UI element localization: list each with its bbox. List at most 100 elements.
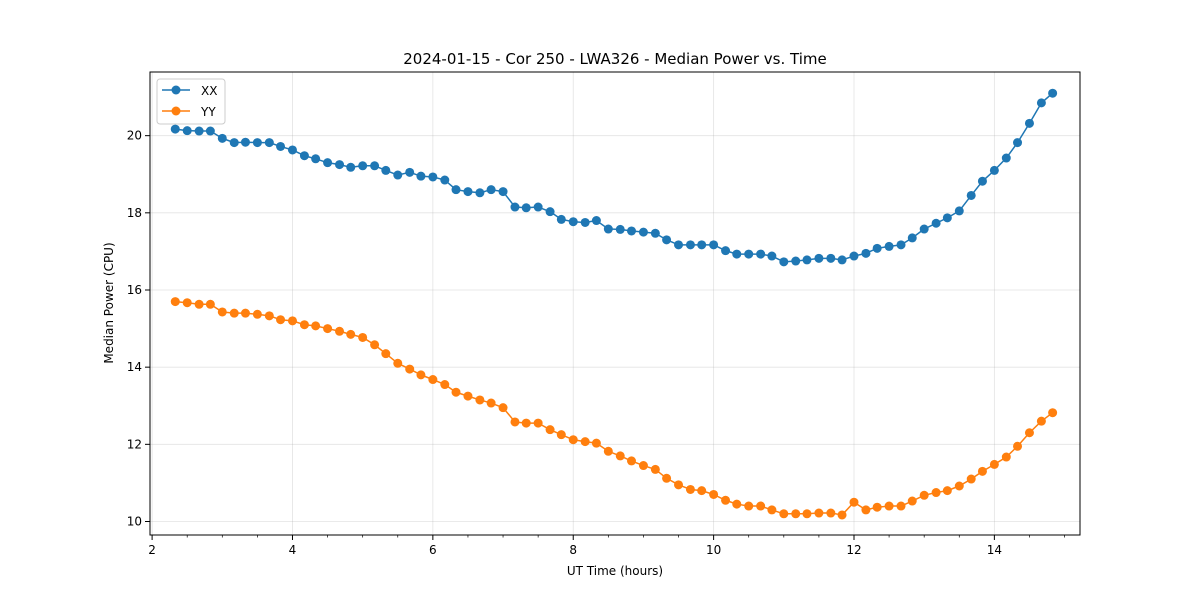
data-point-yy [626,456,636,466]
data-point-yy [814,508,824,518]
data-point-xx [217,133,227,143]
data-point-xx [229,138,239,148]
data-point-yy [170,297,180,307]
data-point-yy [709,489,719,499]
data-point-yy [1024,428,1034,438]
data-point-xx [896,240,906,250]
data-point-yy [966,474,976,484]
data-point-yy [615,451,625,461]
x-tick-label: 4 [289,543,297,557]
data-point-yy [568,435,578,445]
data-point-xx [405,167,415,177]
data-point-yy [837,510,847,520]
data-point-xx [556,214,566,224]
data-point-yy [475,395,485,405]
data-point-xx [451,185,461,195]
data-point-yy [381,349,391,359]
data-point-xx [966,190,976,200]
data-point-xx [603,224,613,234]
data-point-yy [744,501,754,511]
data-point-yy [849,497,859,507]
data-point-yy [463,391,473,401]
data-point-xx [545,207,555,217]
data-point-xx [732,249,742,259]
legend-label-yy: YY [200,105,216,119]
data-point-yy [954,481,964,491]
data-point-yy [498,403,508,413]
data-point-yy [638,461,648,471]
data-point-yy [826,508,836,518]
data-point-xx [662,235,672,245]
data-point-xx [170,124,180,134]
data-point-xx [1013,138,1023,148]
axis-ticks: 2 4 6 8 10 12 14 10 12 14 16 18 20 [127,129,1065,557]
data-point-xx [744,249,754,259]
series-line-yy [175,300,1054,516]
grid [150,72,1080,535]
data-point-yy [977,466,987,476]
data-point-xx [510,202,520,212]
data-point-yy [486,398,496,408]
data-point-xx [756,249,766,259]
x-tick-label: 12 [846,543,861,557]
data-point-xx [954,206,964,216]
data-point-yy [393,358,403,368]
data-point-xx [264,138,274,148]
data-point-yy [872,502,882,512]
data-point-yy [240,308,250,318]
data-point-yy [370,340,380,350]
data-point-yy [721,495,731,505]
y-tick-label: 16 [127,283,142,297]
x-tick-label: 8 [569,543,577,557]
data-point-xx [276,141,286,151]
chart-title: 2024-01-15 - Cor 250 - LWA326 - Median P… [403,50,827,68]
data-point-xx [1001,153,1011,163]
data-point-yy [779,509,789,519]
data-point-xx [791,256,801,266]
data-point-yy [650,464,660,474]
x-tick-label: 10 [706,543,721,557]
series-line-xx [175,92,1054,263]
data-point-yy [942,486,952,496]
data-point-xx [428,172,438,182]
series-layer [170,88,1058,520]
data-point-xx [498,187,508,197]
data-point-yy [440,380,450,390]
data-point-yy [907,496,917,506]
y-axis-label: Median Power (CPU) [102,242,116,363]
legend-marker-xx [171,85,181,95]
data-point-xx [463,187,473,197]
data-point-yy [276,315,286,325]
data-point-xx [826,253,836,263]
data-point-xx [416,171,426,181]
data-point-yy [756,501,766,511]
data-point-yy [416,370,426,380]
data-point-xx [814,253,824,263]
y-tick-label: 20 [127,129,142,143]
data-point-yy [287,316,297,326]
data-point-yy [802,509,812,519]
data-point-yy [591,438,601,448]
data-point-xx [907,233,917,243]
data-point-yy [697,486,707,496]
data-point-xx [638,227,648,237]
data-point-yy [791,509,801,519]
data-point-xx [615,224,625,234]
data-point-xx [861,248,871,258]
data-point-yy [919,490,929,500]
y-tick-label: 14 [127,360,142,374]
data-point-yy [685,484,695,494]
data-point-xx [977,176,987,186]
data-point-yy [510,417,520,427]
data-point-yy [194,299,204,309]
data-point-xx [370,161,380,171]
data-point-yy [884,501,894,511]
data-point-xx [533,202,543,212]
data-point-xx [697,240,707,250]
data-point-yy [358,332,368,342]
data-point-xx [486,185,496,195]
data-point-xx [931,218,941,228]
data-point-xx [1036,98,1046,108]
data-point-yy [533,418,543,428]
data-point-yy [674,480,684,490]
